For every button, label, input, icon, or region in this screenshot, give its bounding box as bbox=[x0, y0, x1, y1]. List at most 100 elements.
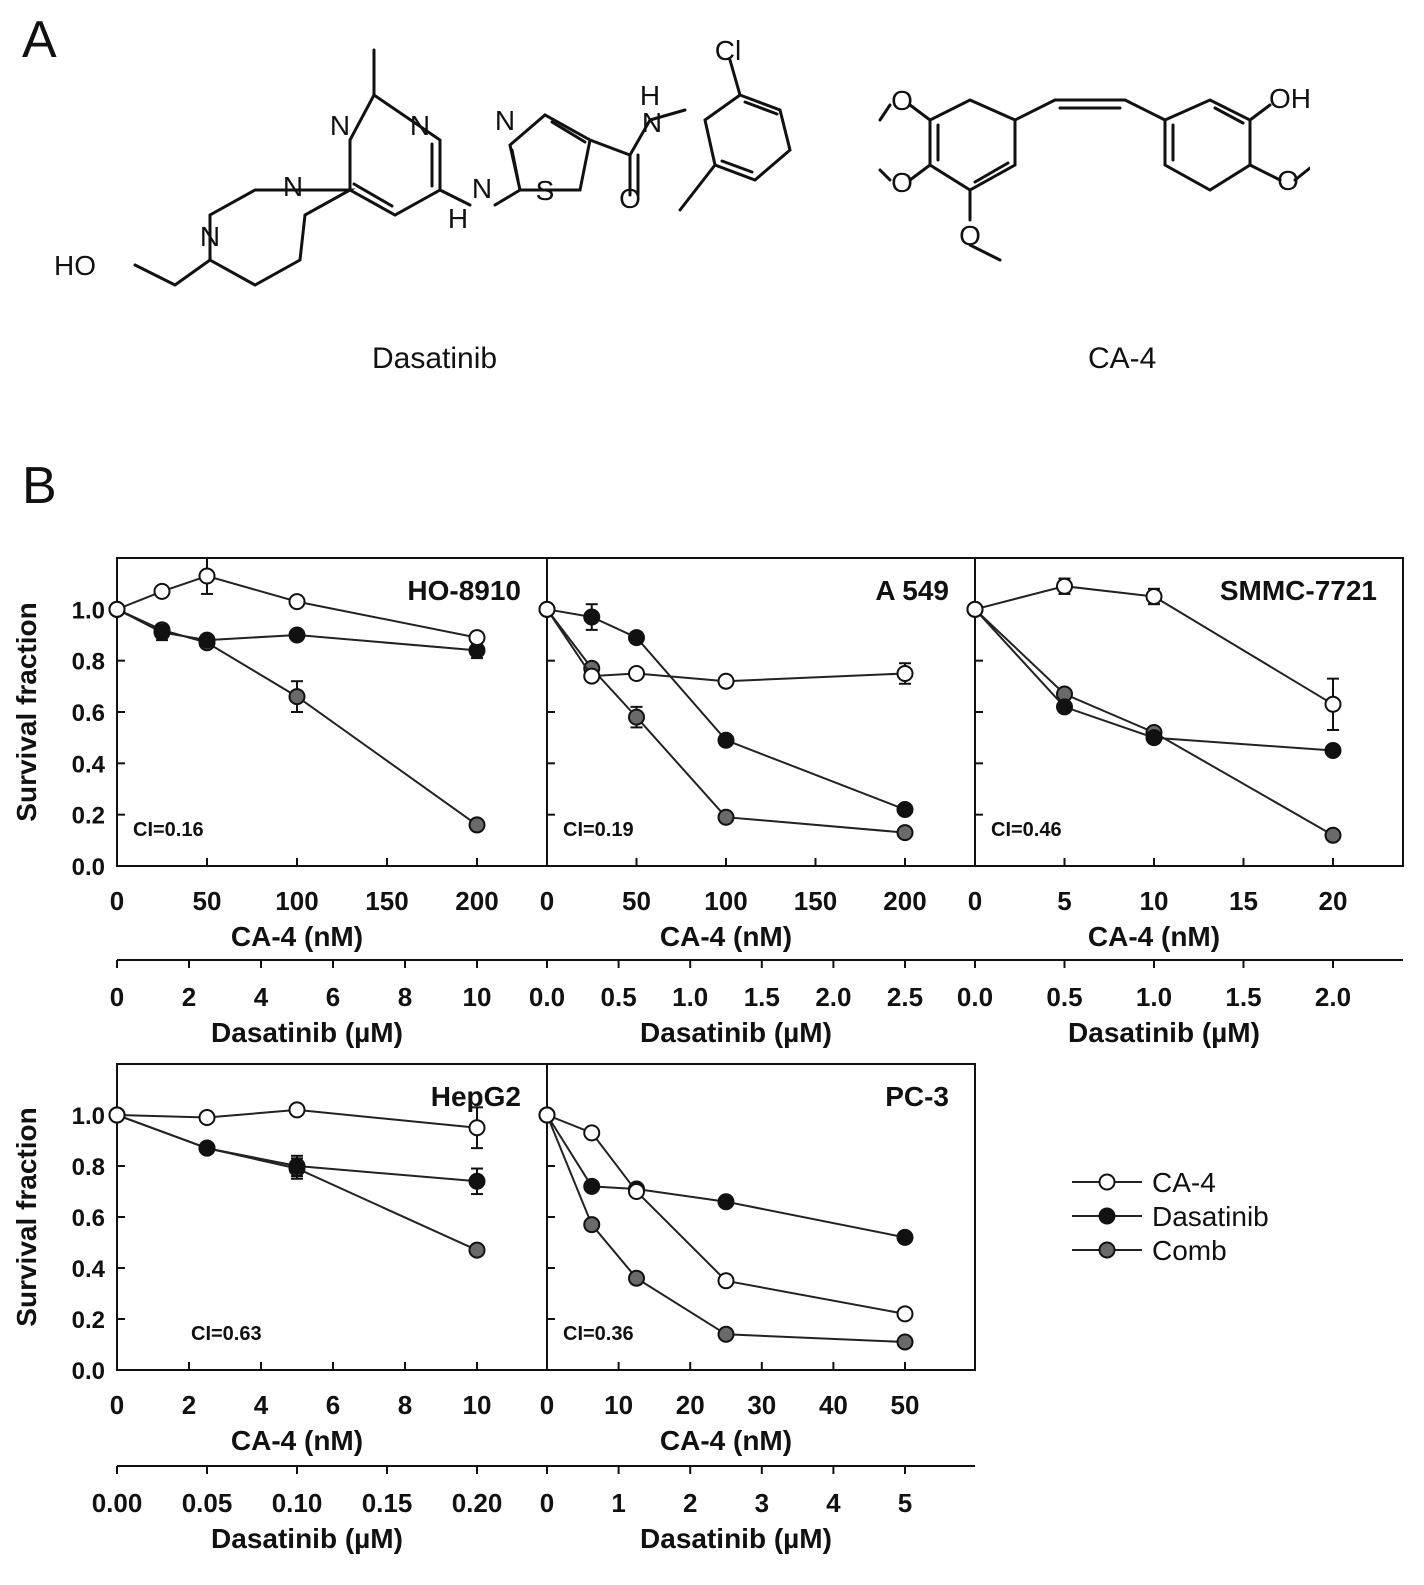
series-line-dasatinib bbox=[116, 1114, 478, 1183]
legend-label: Dasatinib bbox=[1152, 1201, 1269, 1232]
ytick-label: 0.8 bbox=[72, 649, 105, 676]
x2tick-label: 1.0 bbox=[672, 982, 708, 1012]
ci-label: CI=0.16 bbox=[133, 819, 204, 841]
ci-label: CI=0.19 bbox=[563, 819, 634, 841]
data-point-ca-4 bbox=[198, 567, 216, 585]
xtick-label: 2 bbox=[182, 1390, 196, 1420]
data-point-dasatinib bbox=[288, 1157, 306, 1175]
xtick-label: 50 bbox=[193, 886, 222, 916]
data-point-dasatinib bbox=[1324, 742, 1342, 759]
atom-o-amide: O bbox=[619, 183, 641, 214]
data-point-dasatinib bbox=[628, 629, 645, 647]
series-line-comb bbox=[974, 608, 1334, 837]
data-point-ca-4 bbox=[1145, 588, 1163, 605]
x2tick-label: 0 bbox=[540, 1488, 554, 1518]
x-axis-title: CA-4 (nM) bbox=[231, 1425, 363, 1456]
series-line-comb bbox=[546, 1114, 906, 1343]
xtick-label: 5 bbox=[1057, 886, 1071, 916]
data-point-ca-4 bbox=[468, 629, 486, 647]
ca4-structure: O OH O O O bbox=[878, 83, 1310, 262]
panel-b-letter: B bbox=[22, 457, 57, 515]
series-line-ca-4 bbox=[116, 1108, 478, 1129]
x2-axis-title: Dasatinib (µM) bbox=[211, 1017, 403, 1048]
x2tick-label: 0.0 bbox=[529, 982, 565, 1012]
data-point-comb bbox=[628, 708, 645, 726]
data-point-comb bbox=[628, 1269, 645, 1287]
series-line-ca-4 bbox=[974, 585, 1334, 706]
x2-axis-title: Dasatinib (µM) bbox=[211, 1523, 403, 1554]
y-axis-title: Survival fraction bbox=[11, 602, 42, 821]
x2tick-label: 0.5 bbox=[1046, 982, 1082, 1012]
data-point-dasatinib bbox=[896, 801, 914, 819]
data-point-comb bbox=[717, 1325, 735, 1343]
series-line-dasatinib bbox=[974, 608, 1334, 752]
data-point-dasatinib bbox=[153, 623, 171, 641]
xtick-label: 30 bbox=[747, 1390, 776, 1420]
xtick-label: 15 bbox=[1229, 886, 1258, 916]
atom-n-amide: N bbox=[642, 107, 662, 138]
y-axis-title: Survival fraction bbox=[11, 1107, 42, 1326]
ytick-label: 1.0 bbox=[72, 1103, 105, 1130]
data-point-dasatinib bbox=[288, 626, 306, 644]
x2tick-label: 3 bbox=[755, 1488, 769, 1518]
atom-ho: HO bbox=[54, 250, 96, 281]
data-point-ca-4 bbox=[468, 1119, 486, 1137]
data-point-ca-4 bbox=[966, 600, 984, 618]
atom-h-amide: H bbox=[640, 80, 660, 111]
xtick-label: 10 bbox=[604, 1390, 633, 1420]
x2tick-label: 1.5 bbox=[1225, 982, 1261, 1012]
x2tick-label: 0.00 bbox=[92, 1488, 143, 1518]
data-point-comb bbox=[896, 1333, 914, 1351]
atom-cl: Cl bbox=[715, 35, 741, 66]
panel-a-letter: A bbox=[22, 11, 57, 69]
xtick-label: 100 bbox=[704, 886, 747, 916]
data-point-ca-4 bbox=[288, 1101, 306, 1119]
xtick-label: 6 bbox=[326, 1390, 340, 1420]
data-point-ca-4 bbox=[288, 593, 306, 611]
ca4-atom-o-1: O bbox=[891, 85, 913, 116]
ca4-atom-oh: OH bbox=[1269, 83, 1310, 114]
x-axis-title: CA-4 (nM) bbox=[660, 921, 792, 952]
ytick-label: 0.2 bbox=[72, 803, 105, 830]
ytick-label: 0.4 bbox=[72, 1256, 106, 1283]
ca4-name: CA-4 bbox=[1088, 342, 1157, 375]
data-point-dasatinib bbox=[198, 631, 216, 649]
ca4-atom-o-4: O bbox=[959, 220, 981, 251]
data-point-ca-4 bbox=[1056, 577, 1073, 595]
data-point-ca-4 bbox=[628, 1183, 645, 1200]
data-point-dasatinib bbox=[896, 1228, 914, 1246]
data-point-comb bbox=[1324, 826, 1342, 844]
xtick-label: 20 bbox=[1319, 886, 1348, 916]
x2tick-label: 10 bbox=[463, 982, 492, 1012]
xtick-label: 0 bbox=[110, 886, 124, 916]
x2tick-label: 6 bbox=[326, 982, 340, 1012]
x2-axis-title: Dasatinib (µM) bbox=[640, 1017, 832, 1048]
data-point-comb bbox=[896, 824, 914, 842]
legend-marker bbox=[1098, 1207, 1116, 1225]
xtick-label: 50 bbox=[622, 886, 651, 916]
data-point-ca-4 bbox=[108, 1106, 126, 1124]
x2tick-label: 4 bbox=[826, 1488, 841, 1518]
x2tick-label: 2 bbox=[683, 1488, 697, 1518]
x-axis-title: CA-4 (nM) bbox=[1088, 921, 1220, 952]
x2tick-label: 0.0 bbox=[957, 982, 993, 1012]
x2tick-label: 0 bbox=[110, 982, 124, 1012]
cell-line-title: PC-3 bbox=[885, 1081, 949, 1112]
atom-h-link: H bbox=[448, 203, 468, 234]
ci-label: CI=0.36 bbox=[563, 1323, 634, 1345]
xtick-label: 8 bbox=[398, 1390, 412, 1420]
x-axis-title: CA-4 (nM) bbox=[660, 1425, 792, 1456]
xtick-label: 200 bbox=[455, 886, 498, 916]
legend-marker bbox=[1098, 1241, 1116, 1259]
ytick-label: 0.2 bbox=[72, 1307, 105, 1334]
atom-n-link: N bbox=[472, 173, 492, 204]
x2tick-label: 8 bbox=[398, 982, 412, 1012]
ytick-label: 1.0 bbox=[72, 597, 105, 624]
x2tick-label: 0.10 bbox=[272, 1488, 323, 1518]
ca4-atom-o-3: O bbox=[1277, 165, 1299, 196]
ci-label: CI=0.46 bbox=[991, 819, 1062, 841]
data-point-dasatinib bbox=[717, 731, 735, 749]
xtick-label: 20 bbox=[676, 1390, 705, 1420]
